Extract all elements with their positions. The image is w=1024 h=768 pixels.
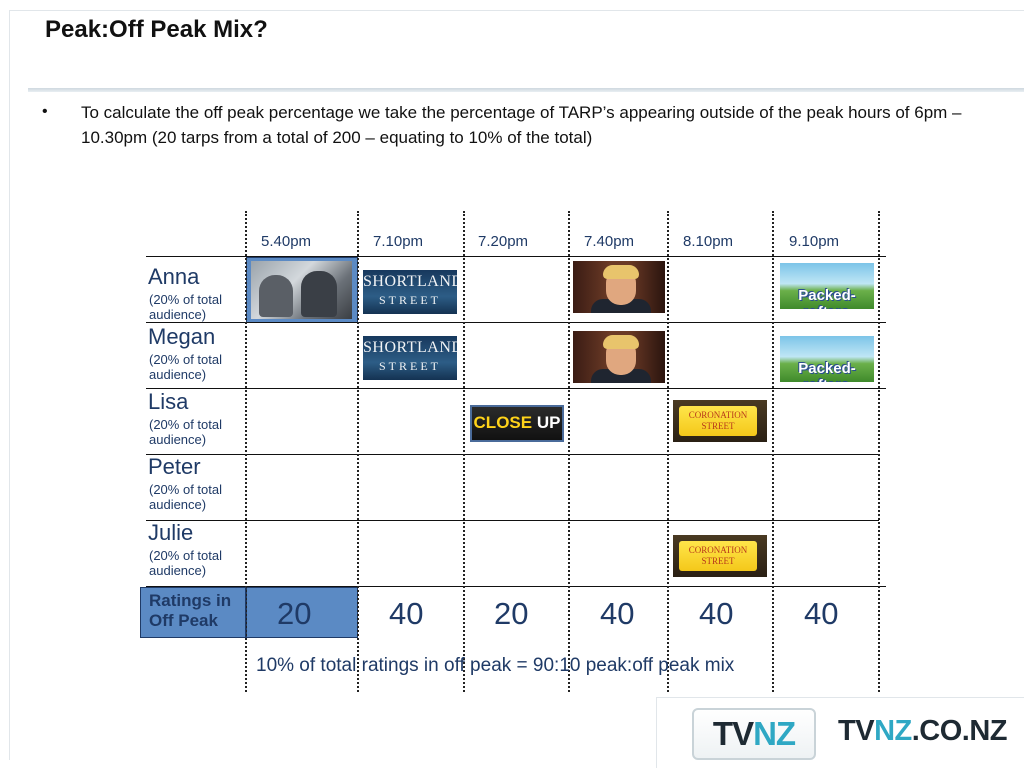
row-name-peter: Peter [148, 454, 201, 479]
rating-value-3: 20 [494, 596, 529, 631]
column-divider [667, 211, 669, 692]
show-thumbnail-close-up: CLOSE UP [470, 405, 564, 442]
column-divider [357, 211, 359, 692]
show-thumbnail-coronation-street: CORONATION STREET [673, 535, 767, 577]
show-thumbnail-packed-to-the-rafters: Packed-rafters [780, 263, 874, 309]
rating-value-2: 40 [389, 596, 424, 631]
show-thumbnail-packed-to-the-rafters: Packed-rafters [780, 336, 874, 382]
column-divider [463, 211, 465, 692]
row-divider [146, 586, 886, 587]
row-name-lisa: Lisa [148, 389, 189, 414]
show-thumbnail-apprentice [573, 331, 665, 383]
column-divider [568, 211, 570, 692]
show-thumbnail-men [251, 261, 352, 319]
slide-title: Peak:Off Peak Mix? [45, 16, 268, 43]
row-sub-lisa: (20% of total audience) [149, 417, 222, 447]
row-divider [146, 520, 879, 521]
column-divider [878, 211, 880, 692]
ratings-off-peak-label: Ratings in Off Peak [140, 587, 246, 638]
tvnz-website: TVNZ.CO.NZ [838, 715, 1008, 747]
rating-value-5: 40 [699, 596, 734, 631]
rating-value-4: 40 [600, 596, 635, 631]
tvnz-logo: TVNZ [692, 708, 816, 760]
row-sub-anna: (20% of total audience) [149, 292, 222, 322]
row-sub-julie: (20% of total audience) [149, 548, 222, 578]
slide-frame [9, 10, 1024, 760]
time-header-1: 5.40pm [261, 233, 312, 250]
show-thumbnail-shortland-street: SHORTLAND STREET [363, 336, 457, 380]
row-sub-megan: (20% of total audience) [149, 352, 222, 382]
time-header-5: 8.10pm [683, 233, 734, 250]
rating-value-6: 40 [804, 596, 839, 631]
time-header-2: 7.10pm [373, 233, 424, 250]
bullet-text: To calculate the off peak percentage we … [81, 103, 962, 147]
row-sub-peter: (20% of total audience) [149, 482, 222, 512]
show-thumbnail-apprentice [573, 261, 665, 313]
person-icon [301, 271, 337, 317]
time-header-6: 9.10pm [789, 233, 840, 250]
show-thumbnail-coronation-street: CORONATION STREET [673, 400, 767, 442]
row-divider [146, 322, 886, 323]
time-header-4: 7.40pm [584, 233, 635, 250]
row-divider [146, 454, 879, 455]
time-header-3: 7.20pm [478, 233, 529, 250]
show-thumbnail-shortland-street: SHORTLAND STREET [363, 270, 457, 314]
column-divider [772, 211, 774, 692]
row-name-julie: Julie [148, 520, 194, 545]
person-icon [259, 275, 293, 317]
summary-text: 10% of total ratings in off peak = 90:10… [256, 655, 735, 676]
rating-value-1: 20 [277, 596, 312, 631]
row-divider [146, 256, 886, 257]
row-name-megan: Megan [148, 324, 216, 349]
title-divider [28, 88, 1024, 92]
row-name-anna: Anna [148, 264, 200, 289]
bullet-icon: • [42, 103, 48, 120]
offpeak-highlight-rating [246, 587, 358, 638]
row-divider [146, 388, 886, 389]
column-divider [245, 211, 247, 692]
